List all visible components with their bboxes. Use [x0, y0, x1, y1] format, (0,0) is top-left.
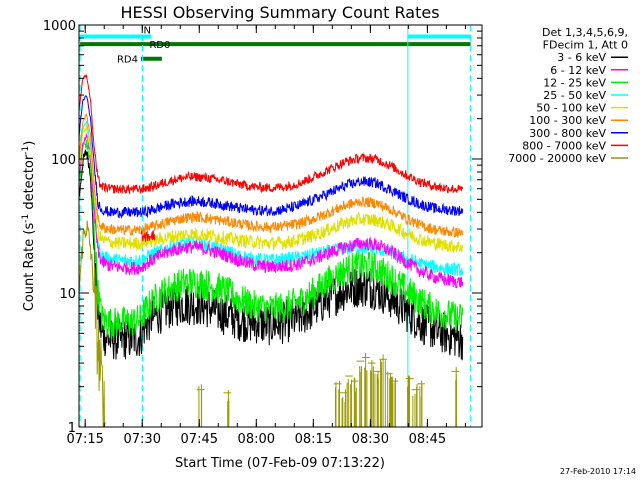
state-bar-label-RD0: RD0 — [149, 40, 170, 51]
series-line-1 — [79, 133, 464, 289]
y-tick-label-3: 1000 — [43, 19, 76, 34]
legend-label-1: 6 - 12 keV — [550, 64, 606, 77]
legend-label-4: 50 - 100 keV — [536, 102, 606, 115]
series-line-5 — [79, 113, 464, 238]
series-line-2 — [79, 139, 464, 339]
legend-label-5: 100 - 300 keV — [529, 114, 606, 127]
x-axis-label: Start Time (07-Feb-09 07:13:22) — [175, 456, 385, 471]
y-tick-label-0: 1 — [68, 421, 76, 436]
legend: Det 1,3,4,5,6,9,FDecim 1, Att 03 - 6 keV… — [508, 26, 628, 165]
x-tick-label-3: 08:00 — [238, 432, 275, 447]
y-axis-label-exp2: -1 — [21, 146, 31, 155]
series-line-0 — [79, 148, 464, 361]
footer-date: 27-Feb-2010 17:14 — [560, 467, 636, 476]
state-bar-label-RD4: RD4 — [117, 55, 138, 66]
x-tick-label-6: 08:45 — [409, 432, 446, 447]
y-tick-label-1: 10 — [59, 287, 76, 302]
x-tick-label-4: 08:15 — [295, 432, 332, 447]
series-line-6 — [79, 95, 464, 220]
series-line-8 — [79, 220, 106, 427]
y-axis-label: Count Rate (s-1 detector-1) — [21, 141, 37, 312]
x-tick-label-5: 08:30 — [352, 432, 389, 447]
y-axis-ticks: 1 10 100 1000 — [43, 19, 482, 436]
state-bar-label-N: N — [143, 26, 150, 37]
series-lines — [79, 74, 464, 427]
legend-header-0: Det 1,3,4,5,6,9, — [542, 26, 628, 39]
dropout-sticks — [196, 352, 460, 427]
series-line-7 — [79, 74, 464, 196]
legend-label-0: 3 - 6 keV — [557, 51, 606, 64]
legend-label-2: 12 - 25 keV — [543, 76, 606, 89]
plot-frame — [78, 24, 483, 428]
x-tick-label-2: 07:45 — [181, 432, 218, 447]
x-tick-label-1: 07:30 — [124, 432, 161, 447]
legend-header-1: FDecim 1, Att 0 — [543, 39, 628, 52]
attenuator-bars: N RD0 RD4 — [80, 26, 471, 66]
y-axis-label-exp1: -1 — [21, 214, 31, 223]
y-axis-label-end: ) — [22, 141, 37, 146]
series-line-secondary — [140, 229, 156, 243]
legend-label-7: 800 - 7000 keV — [522, 139, 606, 152]
x-tick-label-0: 07:15 — [66, 432, 103, 447]
legend-label-8: 7000 - 20000 keV — [508, 152, 606, 165]
y-tick-label-2: 100 — [51, 153, 76, 168]
y-axis-label-main: Count Rate (s — [22, 223, 37, 312]
y-axis-label-mid: detector — [22, 154, 37, 214]
legend-label-3: 25 - 50 keV — [543, 89, 606, 102]
vertical-markers — [79, 25, 472, 427]
plot-clip-layer: N RD0 RD4 — [79, 25, 472, 427]
series-line-4 — [79, 124, 464, 253]
x-axis-ticks: 07:15 07:30 07:45 08:00 08:15 08:30 08:45 — [66, 25, 466, 447]
chart-title: HESSI Observing Summary Count Rates — [120, 3, 439, 22]
legend-label-6: 300 - 800 keV — [529, 127, 606, 140]
